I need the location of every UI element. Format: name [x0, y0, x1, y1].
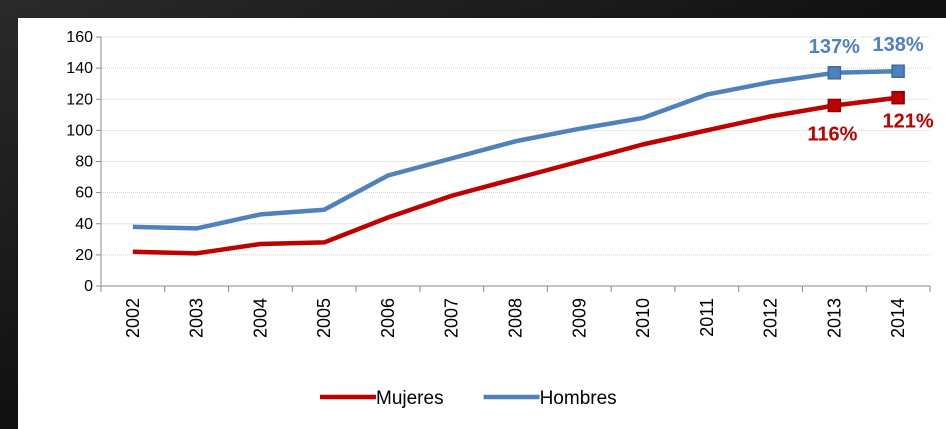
y-tick-label: 140 [66, 60, 93, 77]
point-marker [891, 64, 905, 78]
x-tick-label: 2003 [187, 298, 207, 338]
legend-label: Mujeres [376, 388, 444, 409]
series-line [132, 68, 899, 231]
data-label: 138% [873, 34, 924, 56]
y-tick-label: 40 [75, 216, 93, 233]
y-tick-label: 20 [75, 247, 93, 264]
point-marker [827, 98, 842, 113]
x-tick-label: 2007 [442, 298, 462, 338]
x-tick-label: 2014 [888, 298, 908, 338]
legend-label: Hombres [540, 388, 617, 409]
y-tick-label: 60 [75, 185, 93, 202]
x-tick-label: 2008 [506, 298, 526, 338]
data-label: 121% [883, 111, 934, 133]
x-tick-label: 2010 [633, 298, 653, 338]
x-tick-label: 2012 [761, 298, 781, 338]
y-tick-label: 80 [75, 154, 93, 171]
y-tick-label: 0 [84, 278, 93, 295]
x-tick-label: 2013 [824, 298, 844, 338]
data-label: 137% [809, 36, 860, 58]
series-line [132, 95, 899, 256]
y-tick-label: 120 [66, 91, 93, 108]
point-marker [891, 90, 905, 105]
x-tick-label: 2005 [314, 298, 334, 338]
x-tick-label: 2002 [123, 298, 143, 338]
point-marker [827, 66, 842, 80]
x-tick-label: 2009 [569, 298, 589, 338]
y-tick-label: 160 [66, 29, 93, 46]
x-tick-label: 2006 [378, 298, 398, 338]
y-tick-label: 100 [66, 122, 93, 139]
x-tick-label: 2004 [250, 298, 270, 338]
x-tick-label: 2011 [697, 298, 717, 337]
data-label: 116% [807, 123, 857, 145]
